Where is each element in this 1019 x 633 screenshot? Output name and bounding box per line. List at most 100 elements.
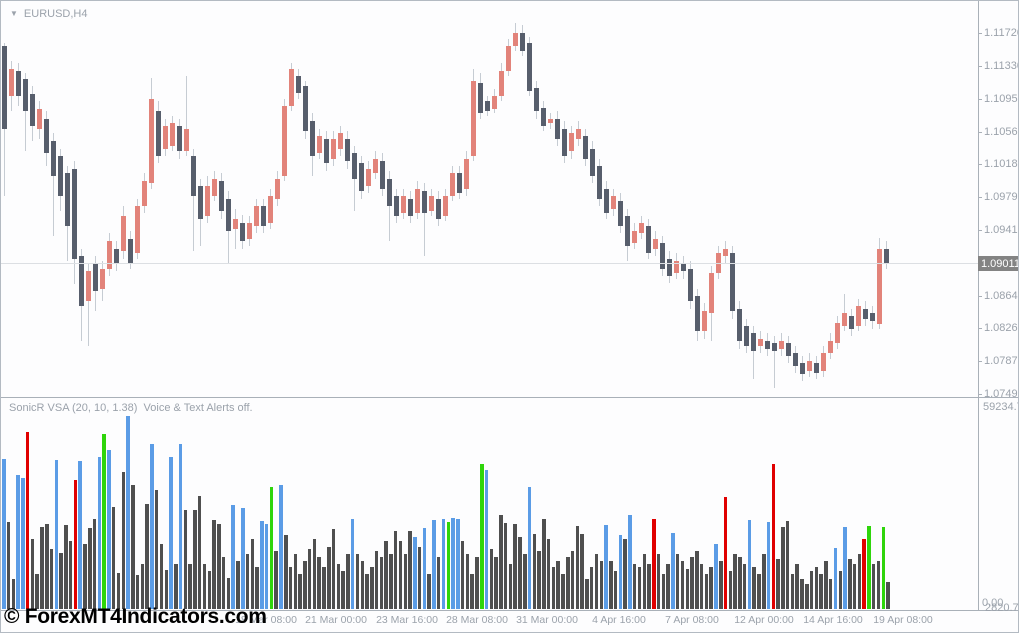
volume-bar-neutral — [489, 549, 494, 609]
candle-bullish — [121, 216, 126, 251]
candle-wick — [753, 325, 754, 379]
price-tick-label: 1.08260 — [984, 322, 1018, 334]
volume-bar-neutral — [393, 531, 398, 609]
candle-bearish — [303, 85, 308, 131]
candle-bullish — [233, 218, 238, 230]
volume-bar-neutral — [508, 564, 513, 609]
volume-bar-neutral — [322, 567, 326, 609]
volume-bar-neutral — [824, 561, 828, 609]
volume-bar-neutral — [379, 557, 384, 609]
volume-bar-neutral — [838, 571, 842, 609]
candle-bullish — [506, 46, 511, 72]
candle-bullish — [37, 108, 42, 130]
window-separator[interactable] — [1, 397, 1018, 398]
volume-bar-neutral — [174, 564, 178, 609]
candle-bullish — [779, 341, 784, 349]
volume-bar-neutral — [116, 573, 121, 609]
candle-bullish — [835, 323, 840, 343]
candle-bearish — [534, 88, 539, 112]
price-tick-dash — [978, 99, 982, 100]
candle-bearish — [114, 248, 119, 264]
volume-bar-neutral — [346, 554, 350, 609]
candle-wick — [774, 336, 775, 389]
candle-bullish — [828, 341, 833, 354]
candle-bullish — [135, 206, 140, 254]
candle-wick — [389, 171, 390, 242]
volume-bar-green — [269, 487, 274, 609]
volume-bar-neutral — [403, 554, 408, 609]
volume-bar-neutral — [613, 571, 618, 609]
volume-bar-neutral — [303, 561, 307, 609]
candle-bullish — [877, 248, 882, 325]
candle-bullish — [401, 195, 406, 213]
candle-bearish — [310, 120, 315, 156]
candle-bullish — [842, 312, 847, 326]
candle-bearish — [198, 185, 203, 219]
candle-bearish — [65, 172, 70, 226]
candle-bearish — [191, 155, 196, 196]
candle-bearish — [625, 216, 630, 247]
candle-bullish — [247, 223, 252, 239]
candle-bearish — [408, 199, 413, 217]
candle-bullish — [450, 172, 455, 196]
volume-bar-neutral — [518, 537, 522, 609]
candle-bullish — [576, 129, 581, 139]
candle-wick — [25, 72, 26, 152]
candle-bullish — [702, 311, 707, 331]
candle-bearish — [219, 181, 224, 212]
volume-bar-neutral — [121, 472, 125, 609]
volume-bar-neutral — [465, 554, 470, 609]
volume-bar-neutral — [728, 571, 733, 609]
candle-bearish — [345, 138, 350, 161]
candle-bearish — [177, 125, 182, 152]
volume-bar-blue — [456, 519, 460, 609]
candle-bullish — [499, 71, 504, 96]
volume-bar-neutral — [719, 561, 723, 609]
volume-bar-neutral — [886, 582, 890, 609]
volume-bar-blue — [766, 522, 771, 609]
candle-bullish — [513, 32, 518, 47]
volume-bar-blue — [178, 444, 183, 609]
candle-bullish — [212, 178, 217, 196]
volume-bar-neutral — [398, 541, 403, 609]
candlestick-plot-area[interactable] — [1, 1, 978, 397]
candle-bearish — [261, 206, 266, 226]
candle-bearish — [751, 332, 756, 351]
price-tick-label: 1.09790 — [984, 191, 1018, 203]
indicator-pane[interactable] — [1, 399, 978, 610]
volume-bar-neutral — [384, 541, 388, 609]
candle-bullish — [492, 95, 497, 109]
candle-bearish — [849, 316, 854, 330]
volume-bar-neutral — [699, 564, 704, 609]
price-tick-dash — [978, 164, 982, 165]
candle-bullish — [184, 129, 189, 152]
price-tick-dash — [978, 33, 982, 34]
candle-bullish — [709, 272, 714, 313]
volume-bar-blue — [527, 487, 532, 609]
candle-bearish — [359, 163, 364, 191]
candle-bearish — [646, 225, 651, 254]
volume-bar-neutral — [819, 574, 823, 609]
candle-bearish — [240, 223, 245, 242]
candle-bearish — [863, 308, 868, 319]
volume-bar-neutral — [164, 570, 169, 609]
candle-bearish — [457, 172, 462, 194]
candle-bearish — [478, 83, 483, 113]
candle-bullish — [275, 178, 280, 200]
candle-bullish — [205, 185, 210, 217]
volume-bar-red — [723, 497, 728, 609]
candle-bullish — [856, 306, 861, 326]
volume-bar-neutral — [632, 564, 637, 609]
symbol-dropdown[interactable]: ▼ EURUSD,H4 — [10, 8, 88, 20]
volume-bar-blue — [747, 520, 752, 609]
volume-bar-neutral — [585, 579, 589, 609]
volume-bar-neutral — [217, 524, 221, 609]
time-tick-label: 23 Mar 16:00 — [376, 614, 438, 626]
volume-bar-blue — [241, 508, 245, 609]
volume-bar-neutral — [6, 522, 11, 609]
candle-bearish — [16, 71, 21, 96]
candle-bearish — [800, 363, 805, 374]
volume-bar-neutral — [857, 554, 862, 609]
volume-bar-blue — [413, 537, 417, 609]
